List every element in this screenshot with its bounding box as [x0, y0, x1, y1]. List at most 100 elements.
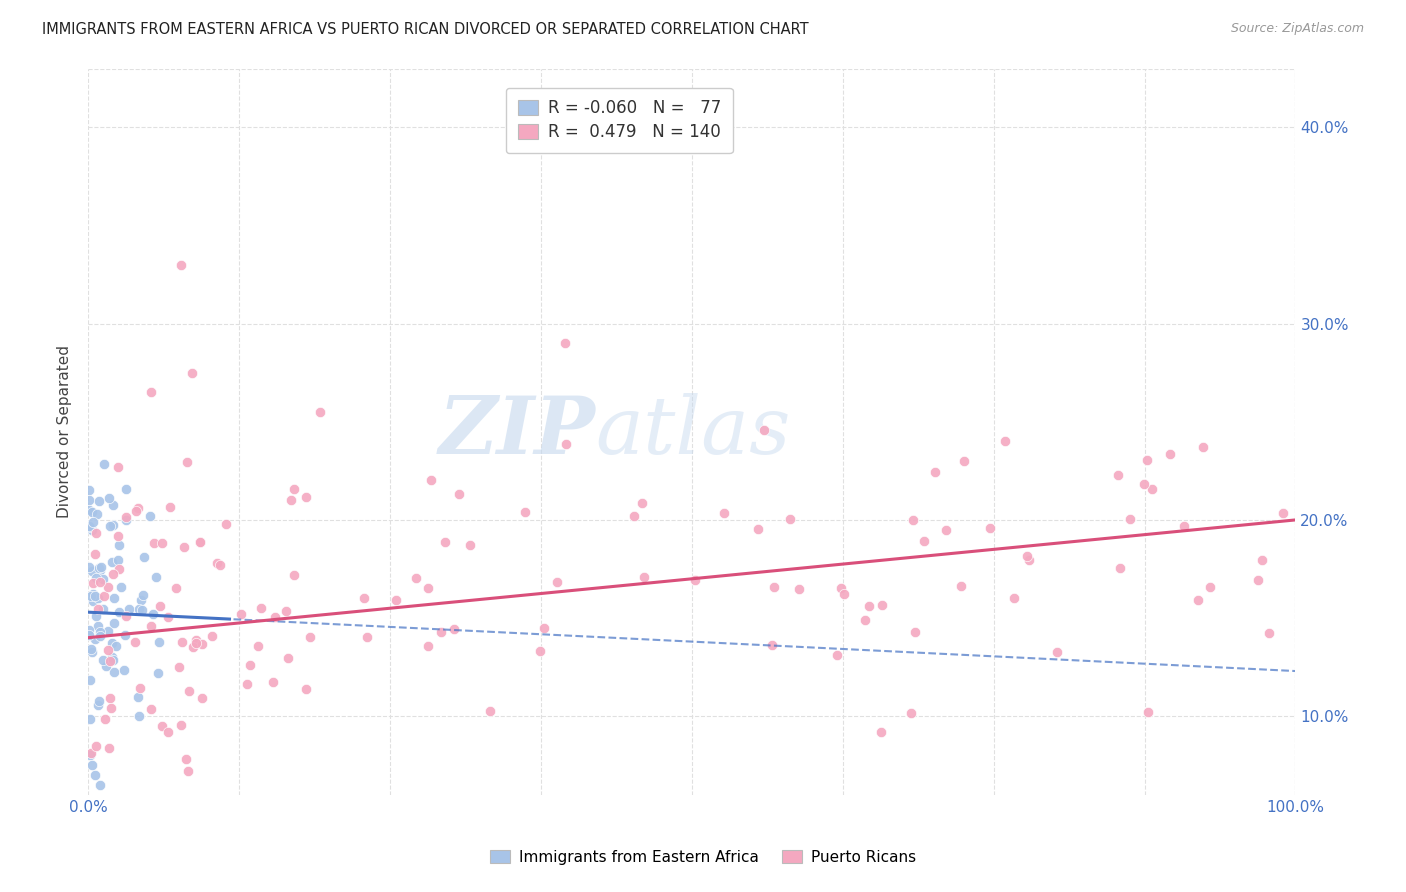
Point — [79, 623, 101, 637]
Point — [80, 523, 103, 537]
Point — [127, 500, 149, 515]
Point — [89, 630, 111, 644]
Point — [979, 521, 1001, 535]
Point — [98, 740, 121, 755]
Point — [353, 591, 375, 605]
Point — [97, 624, 120, 639]
Point — [169, 258, 191, 272]
Point — [159, 500, 181, 514]
Point — [1251, 553, 1274, 567]
Point — [190, 691, 212, 706]
Point — [107, 538, 129, 552]
Point — [101, 649, 124, 664]
Point — [1191, 441, 1213, 455]
Point — [858, 599, 880, 614]
Point — [209, 558, 232, 572]
Point — [91, 653, 114, 667]
Point — [84, 609, 107, 624]
Point — [239, 658, 262, 673]
Point — [82, 505, 104, 519]
Point — [82, 515, 104, 529]
Point — [229, 607, 252, 621]
Point — [787, 582, 810, 596]
Point — [150, 536, 173, 550]
Point — [683, 573, 706, 587]
Point — [103, 665, 125, 680]
Point — [832, 587, 855, 601]
Point — [80, 564, 103, 578]
Point — [174, 752, 197, 766]
Point — [84, 768, 107, 782]
Point — [101, 653, 124, 667]
Point — [139, 619, 162, 633]
Point — [1142, 483, 1164, 497]
Point — [283, 568, 305, 582]
Legend: R = -0.060   N =   77, R =  0.479   N = 140: R = -0.060 N = 77, R = 0.479 N = 140 — [506, 87, 733, 153]
Point — [170, 717, 193, 731]
Text: Source: ZipAtlas.com: Source: ZipAtlas.com — [1230, 22, 1364, 36]
Point — [79, 559, 101, 574]
Point — [277, 651, 299, 665]
Point — [201, 629, 224, 643]
Point — [139, 702, 162, 716]
Point — [86, 507, 108, 521]
Point — [80, 641, 103, 656]
Point — [89, 625, 111, 640]
Point — [309, 405, 332, 419]
Point — [93, 457, 115, 471]
Point — [900, 706, 922, 720]
Point — [752, 423, 775, 437]
Point — [108, 605, 131, 619]
Point — [86, 571, 108, 585]
Point — [124, 635, 146, 649]
Point — [79, 519, 101, 533]
Point — [139, 385, 162, 400]
Point — [125, 504, 148, 518]
Point — [478, 704, 501, 718]
Point — [98, 690, 121, 705]
Point — [107, 529, 129, 543]
Point — [112, 663, 135, 677]
Point — [1046, 645, 1069, 659]
Point — [87, 693, 110, 707]
Point — [131, 603, 153, 617]
Point — [762, 580, 785, 594]
Point — [79, 627, 101, 641]
Point — [280, 492, 302, 507]
Point — [1136, 453, 1159, 467]
Point — [1133, 477, 1156, 491]
Point — [114, 628, 136, 642]
Point — [128, 601, 150, 615]
Point — [96, 659, 118, 673]
Point — [96, 643, 118, 657]
Point — [167, 659, 190, 673]
Point — [84, 547, 107, 561]
Point — [924, 465, 946, 479]
Point — [115, 482, 138, 496]
Point — [1198, 580, 1220, 594]
Point — [118, 601, 141, 615]
Point — [82, 576, 104, 591]
Point — [1272, 506, 1295, 520]
Point — [100, 654, 122, 668]
Point — [631, 496, 654, 510]
Point — [79, 748, 101, 763]
Point — [89, 560, 111, 574]
Point — [1015, 549, 1038, 563]
Point — [1159, 447, 1181, 461]
Point — [274, 604, 297, 618]
Point — [79, 493, 101, 508]
Point — [176, 764, 198, 779]
Point — [107, 552, 129, 566]
Point — [80, 589, 103, 603]
Point — [298, 630, 321, 644]
Point — [188, 535, 211, 549]
Point — [132, 588, 155, 602]
Point — [84, 632, 107, 646]
Point — [114, 609, 136, 624]
Point — [747, 523, 769, 537]
Point — [165, 581, 187, 595]
Point — [128, 709, 150, 723]
Point — [1173, 519, 1195, 533]
Point — [633, 570, 655, 584]
